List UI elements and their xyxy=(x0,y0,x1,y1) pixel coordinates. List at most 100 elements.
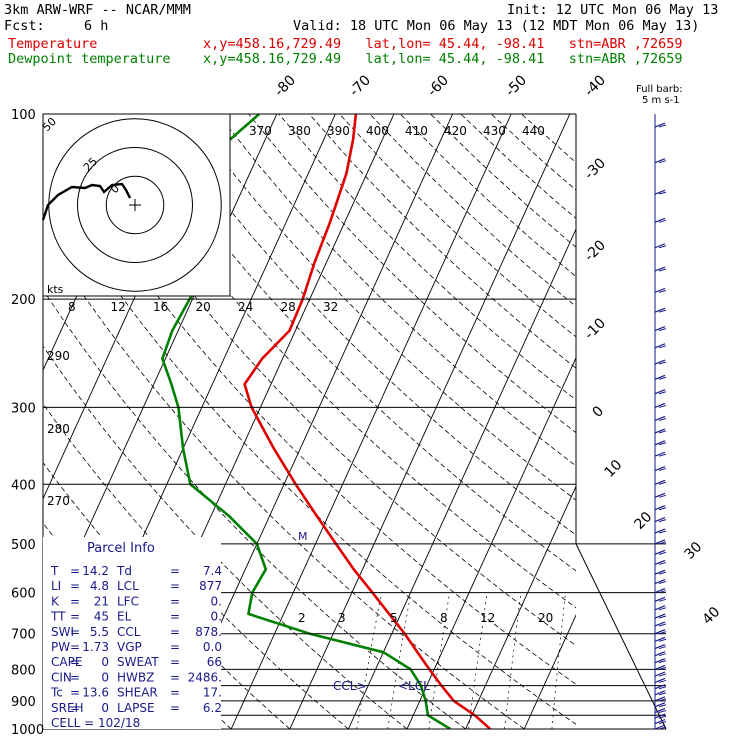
init-time: Init: 12 UTC Mon 06 May 13 xyxy=(507,2,719,18)
mixing-ratio-line xyxy=(504,592,522,729)
wind-barb xyxy=(658,494,667,498)
wind-barb xyxy=(658,698,667,702)
wind-barb xyxy=(654,588,666,594)
parcel-param-value: 0. xyxy=(211,610,222,624)
parcel-param-name: SWEAT xyxy=(117,655,159,669)
wind-barb xyxy=(658,646,667,650)
temperature-profile xyxy=(243,114,492,729)
parcel-param-name: VGP xyxy=(117,640,142,654)
wind-barb xyxy=(654,122,666,128)
parcel-info-title: Parcel Info xyxy=(87,541,155,556)
dry-adiabat xyxy=(278,114,576,401)
parcel-param-value: 21 xyxy=(94,594,109,608)
parcel-param-name: LFC xyxy=(117,594,139,608)
wind-barb xyxy=(654,243,666,249)
legend-temperature-label: Temperature xyxy=(8,36,98,52)
isotherm-tick-label: 20 xyxy=(632,509,656,533)
wind-barb xyxy=(658,571,667,575)
parcel-param-name: CAPE xyxy=(51,655,82,669)
isotherm-tick-label: 30 xyxy=(682,539,706,563)
wind-barb xyxy=(658,289,667,293)
parcel-param-value: 5.5 xyxy=(90,625,109,639)
mixing-ratio-label: 2 xyxy=(298,611,306,625)
wind-barb xyxy=(658,453,667,457)
right-axis-lower xyxy=(575,543,667,730)
hodograph-ring xyxy=(77,147,193,263)
pressure-tick-label: 700 xyxy=(11,628,36,643)
parcel-param-name: SHEAR xyxy=(117,686,158,700)
mixing-ratio-label: 5 xyxy=(390,611,398,625)
wind-barb xyxy=(654,578,666,585)
wind-barb xyxy=(654,702,666,708)
parcel-param-eq: = xyxy=(70,655,80,669)
wind-barb xyxy=(658,615,667,619)
wind-barb xyxy=(658,541,667,545)
wind-barb xyxy=(658,481,667,485)
hodograph-units: kts xyxy=(47,283,64,296)
isotherm-line xyxy=(406,356,576,729)
wind-barb xyxy=(658,345,667,349)
wind-barb xyxy=(658,686,667,690)
wind-barb xyxy=(658,623,667,627)
parcel-param-eq: = xyxy=(70,701,80,715)
isotherm-line xyxy=(347,228,576,729)
parcel-param-value: 6.2 xyxy=(203,701,222,715)
wind-barb xyxy=(654,217,666,223)
theta-label: 400 xyxy=(366,124,389,138)
parcel-param-eq: = xyxy=(70,640,80,654)
wind-barb xyxy=(654,719,666,725)
wind-barb xyxy=(658,124,667,128)
wind-barb xyxy=(658,404,667,408)
isotherm-line xyxy=(230,114,512,729)
legend-temperature-info: x,y=458.16,729.49 lat,lon= 45.44, -98.41… xyxy=(203,36,683,52)
parcel-param-eq: = xyxy=(170,579,180,593)
wind-barb xyxy=(654,343,666,349)
dry-adiabat xyxy=(96,114,576,609)
isotherm-tick-label: -40 xyxy=(582,72,609,99)
ccl-marker: CCL> xyxy=(333,679,367,693)
wind-barb xyxy=(658,598,667,602)
mixing-ratio-label: 32 xyxy=(323,300,338,314)
parcel-info-box xyxy=(43,537,221,729)
theta-label: 440 xyxy=(522,124,545,138)
wind-barb xyxy=(658,607,667,611)
wind-barb xyxy=(658,309,667,313)
parcel-param-value: 17. xyxy=(203,686,222,700)
wind-barb xyxy=(658,530,667,534)
wind-barb xyxy=(658,715,667,719)
wind-barb xyxy=(658,430,667,434)
parcel-param-eq: = xyxy=(170,640,180,654)
wind-barb xyxy=(654,671,666,677)
parcel-param-name: PW xyxy=(51,640,70,654)
dry-adiabat xyxy=(369,114,576,307)
mixing-ratio-line xyxy=(356,592,382,729)
wind-barb xyxy=(654,517,666,523)
wind-barb xyxy=(654,629,666,635)
wind-barb xyxy=(654,189,666,195)
wind-barb xyxy=(654,651,666,657)
dry-adiabat xyxy=(460,114,576,219)
theta-label: 390 xyxy=(327,124,350,138)
isotherm-line xyxy=(700,114,740,729)
hodograph-trace xyxy=(41,182,132,221)
theta-label: 410 xyxy=(405,124,428,138)
parcel-param-eq: = xyxy=(170,610,180,624)
wind-barb xyxy=(654,690,666,696)
wind-barb xyxy=(654,492,666,498)
wind-barb xyxy=(654,528,666,534)
wind-barb xyxy=(654,677,666,683)
parcel-param-value: 878. xyxy=(195,625,222,639)
wind-barb xyxy=(654,658,666,664)
parcel-param-value: 0. xyxy=(211,594,222,608)
theta-label: 370 xyxy=(249,124,272,138)
pressure-tick-label: 300 xyxy=(11,401,36,416)
mixing-ratio-label: 24 xyxy=(238,300,253,314)
wind-barb xyxy=(658,660,667,664)
dry-adiabat xyxy=(217,114,576,467)
parcel-cell: CELL = 102/18 xyxy=(51,716,140,730)
parcel-param-value: 0 xyxy=(101,655,109,669)
theta-label: 420 xyxy=(444,124,467,138)
wind-barb xyxy=(658,673,667,677)
parcel-param-eq: = xyxy=(170,670,180,684)
parcel-param-eq: = xyxy=(170,594,180,608)
